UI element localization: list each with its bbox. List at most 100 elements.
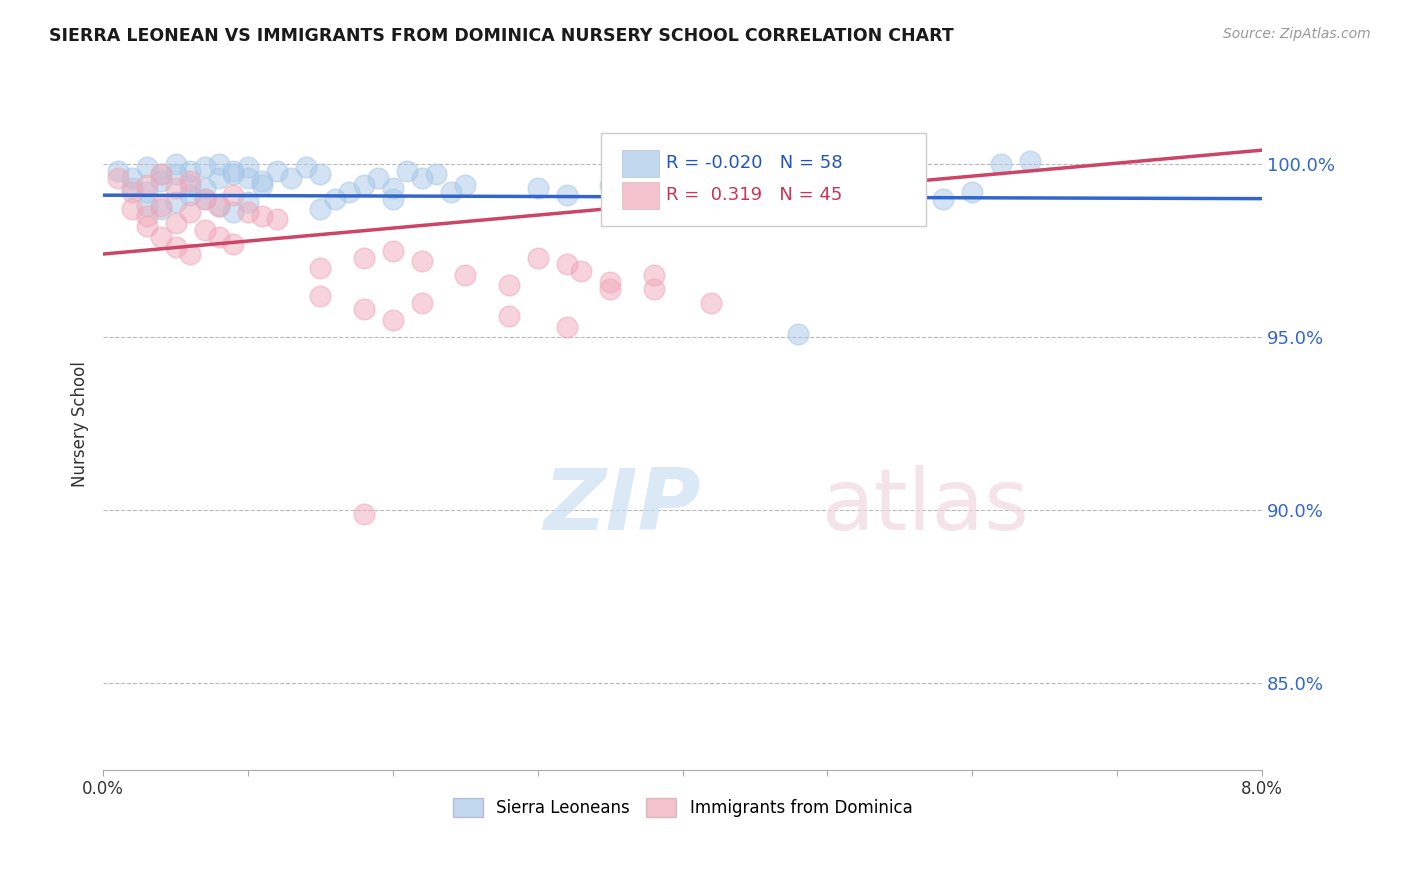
Point: [222, 205, 245, 219]
Point: [150, 198, 173, 212]
Point: [700, 295, 723, 310]
Point: [165, 195, 187, 210]
Point: [150, 168, 173, 182]
Text: SIERRA LEONEAN VS IMMIGRANTS FROM DOMINICA NURSERY SCHOOL CORRELATION CHART: SIERRA LEONEAN VS IMMIGRANTS FROM DOMINI…: [49, 27, 953, 45]
Point: [165, 168, 187, 182]
Point: [150, 174, 173, 188]
Point: [121, 185, 143, 199]
Point: [454, 268, 477, 282]
Point: [555, 188, 578, 202]
Point: [135, 219, 157, 234]
Point: [193, 161, 215, 175]
Point: [222, 188, 245, 202]
Point: [990, 157, 1012, 171]
Point: [266, 164, 288, 178]
Point: [309, 168, 332, 182]
Point: [193, 181, 215, 195]
Text: R =  0.319   N = 45: R = 0.319 N = 45: [666, 186, 842, 204]
Point: [337, 185, 360, 199]
Point: [165, 240, 187, 254]
Point: [599, 275, 621, 289]
Point: [236, 195, 259, 210]
Point: [815, 192, 838, 206]
Point: [353, 507, 375, 521]
Point: [440, 185, 463, 199]
FancyBboxPatch shape: [602, 133, 927, 227]
Point: [179, 174, 201, 188]
Point: [309, 202, 332, 216]
Point: [135, 198, 157, 212]
Point: [671, 188, 693, 202]
Point: [135, 178, 157, 192]
Point: [236, 161, 259, 175]
Point: [266, 212, 288, 227]
Point: [179, 205, 201, 219]
Point: [107, 164, 129, 178]
Point: [193, 223, 215, 237]
Point: [252, 178, 274, 192]
Point: [353, 178, 375, 192]
Point: [323, 192, 346, 206]
Point: [498, 278, 520, 293]
Point: [599, 178, 621, 192]
Point: [367, 170, 389, 185]
Point: [165, 216, 187, 230]
Point: [454, 178, 477, 192]
Point: [121, 202, 143, 216]
Point: [643, 181, 665, 195]
Text: ZIP: ZIP: [544, 466, 702, 549]
Point: [381, 313, 404, 327]
Point: [150, 229, 173, 244]
Point: [179, 247, 201, 261]
Text: Source: ZipAtlas.com: Source: ZipAtlas.com: [1223, 27, 1371, 41]
Point: [353, 302, 375, 317]
Point: [165, 157, 187, 171]
Point: [396, 164, 419, 178]
Point: [208, 229, 231, 244]
Point: [179, 164, 201, 178]
Point: [295, 161, 318, 175]
Point: [498, 310, 520, 324]
Point: [222, 236, 245, 251]
Point: [643, 268, 665, 282]
Point: [526, 251, 548, 265]
Point: [179, 178, 201, 192]
Legend: Sierra Leoneans, Immigrants from Dominica: Sierra Leoneans, Immigrants from Dominic…: [446, 791, 920, 824]
Point: [135, 209, 157, 223]
Point: [381, 192, 404, 206]
Point: [236, 205, 259, 219]
Point: [309, 288, 332, 302]
Point: [193, 192, 215, 206]
Point: [135, 161, 157, 175]
Point: [165, 181, 187, 195]
Point: [222, 168, 245, 182]
Point: [425, 168, 447, 182]
Point: [121, 181, 143, 195]
Point: [411, 170, 433, 185]
Point: [889, 181, 911, 195]
Point: [411, 254, 433, 268]
Y-axis label: Nursery School: Nursery School: [72, 360, 89, 487]
Point: [193, 192, 215, 206]
Point: [381, 244, 404, 258]
Text: R = -0.020   N = 58: R = -0.020 N = 58: [666, 153, 844, 171]
Point: [179, 188, 201, 202]
Point: [208, 198, 231, 212]
Point: [960, 185, 983, 199]
Point: [555, 319, 578, 334]
Point: [280, 170, 302, 185]
Point: [252, 174, 274, 188]
FancyBboxPatch shape: [623, 182, 659, 209]
Point: [309, 260, 332, 275]
Point: [381, 181, 404, 195]
Point: [150, 168, 173, 182]
Point: [135, 185, 157, 199]
Point: [700, 181, 723, 195]
Point: [222, 164, 245, 178]
Point: [932, 192, 955, 206]
Point: [411, 295, 433, 310]
Text: atlas: atlas: [821, 466, 1029, 549]
Point: [107, 170, 129, 185]
Point: [526, 181, 548, 195]
Point: [787, 326, 810, 341]
